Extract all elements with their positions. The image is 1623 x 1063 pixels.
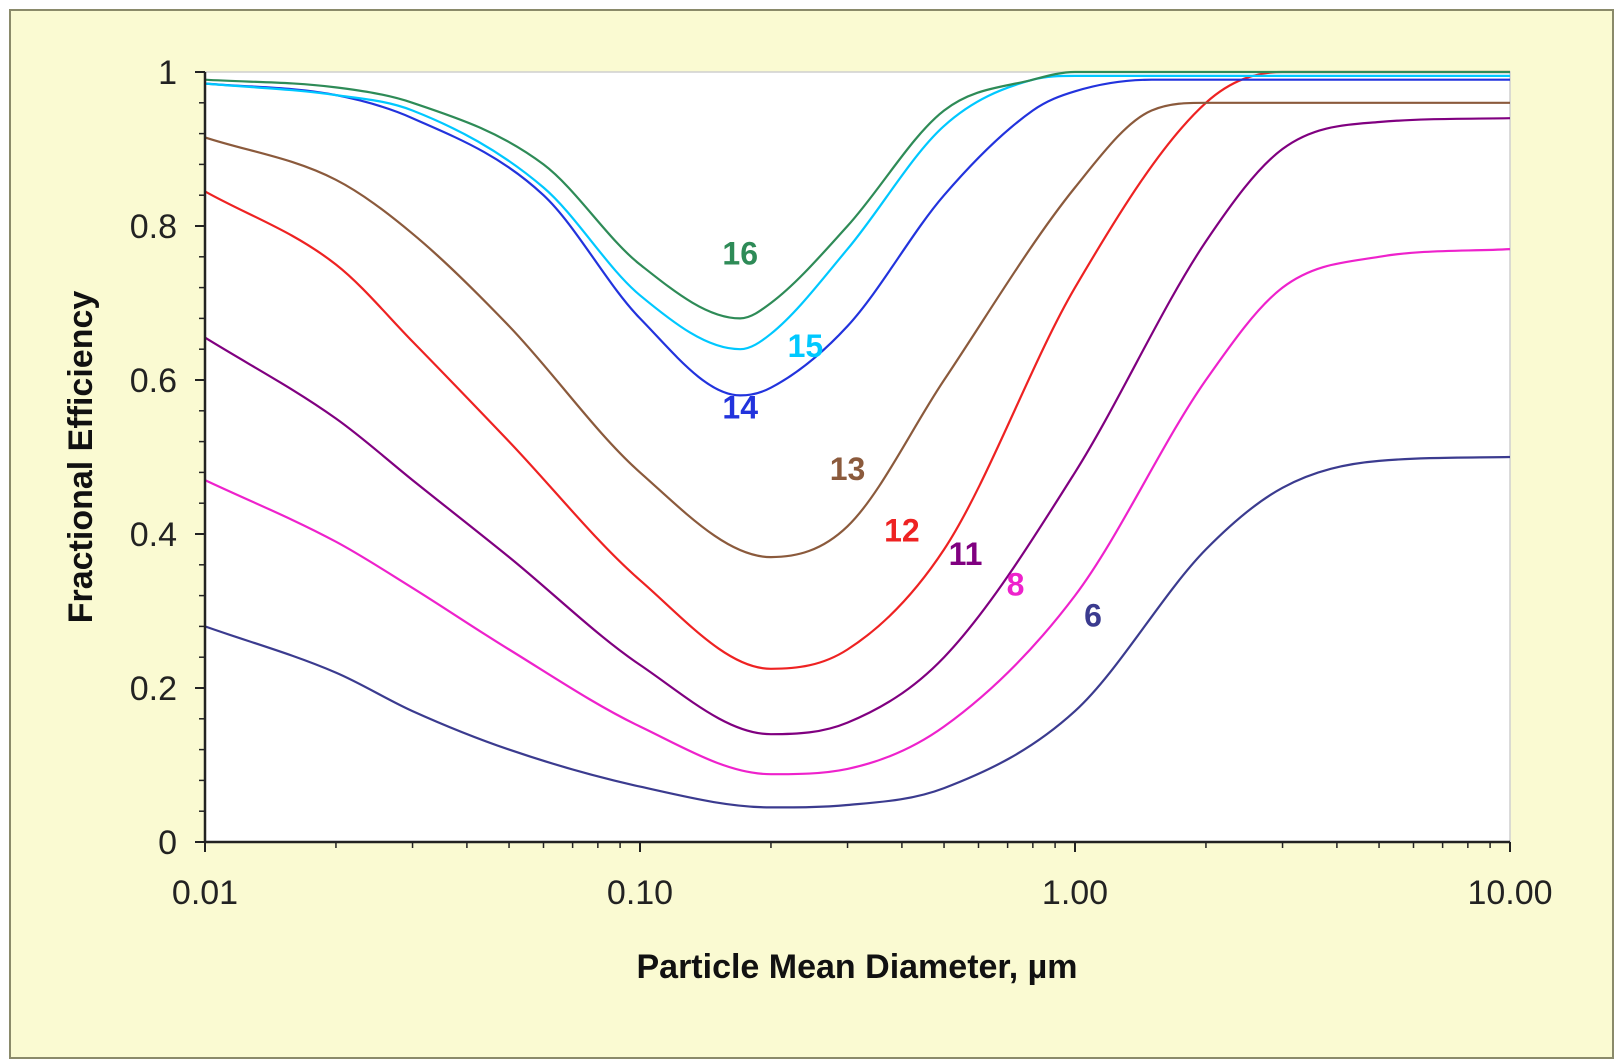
series-line-11 — [204, 117, 1511, 736]
series-label-12: 12 — [884, 513, 920, 549]
label-layer: 16 15 14 13 12 11 8 6 — [722, 236, 1101, 634]
x-tick-label: 0.10 — [607, 874, 673, 912]
series-label-13: 13 — [830, 451, 866, 487]
series-line-8 — [204, 248, 1511, 776]
x-tick-label: 0.01 — [172, 874, 238, 912]
y-tick-label: 1 — [158, 54, 177, 92]
tick-layer: 0 0.2 0.4 0.6 0.8 1 0.01 0.10 1.00 10.00 — [130, 54, 1553, 912]
axes-layer — [203, 72, 1510, 844]
series-label-6: 6 — [1084, 597, 1102, 633]
x-tick-label: 1.00 — [1042, 874, 1108, 912]
series-line-14 — [204, 78, 1510, 397]
series-layer — [204, 70, 1511, 809]
series-line-6 — [204, 455, 1511, 809]
y-tick-label: 0.6 — [130, 362, 177, 400]
x-axis-title: Particle Mean Diameter, µm — [636, 948, 1077, 986]
series-label-11: 11 — [949, 536, 983, 572]
series-line-12 — [204, 70, 1510, 670]
series-line-15 — [204, 74, 1510, 351]
series-line-13 — [204, 101, 1510, 559]
series-label-16: 16 — [722, 236, 758, 272]
y-tick-label: 0.8 — [130, 208, 177, 246]
y-tick-label: 0.4 — [130, 516, 177, 554]
y-tick-label: 0.2 — [130, 670, 177, 708]
series-label-8: 8 — [1007, 567, 1025, 603]
series-label-14: 14 — [722, 390, 758, 426]
series-label-15: 15 — [788, 328, 824, 364]
plot-area — [204, 71, 1511, 843]
y-tick-label: 0 — [158, 824, 177, 862]
y-axis-title: Fractional Efficiency — [62, 291, 100, 624]
series-line-16 — [204, 70, 1510, 320]
x-tick-label: 10.00 — [1467, 874, 1552, 912]
